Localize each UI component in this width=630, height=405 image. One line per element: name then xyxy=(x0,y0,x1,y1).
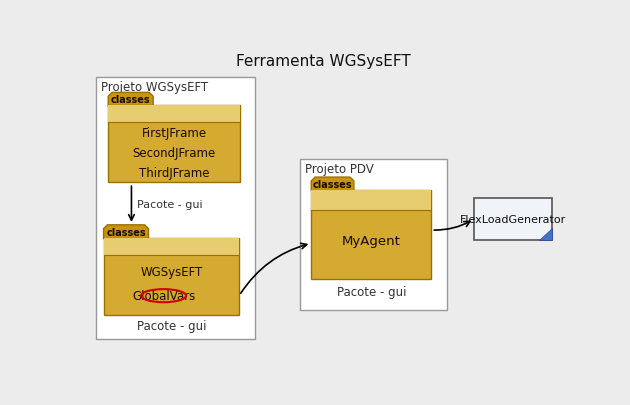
Polygon shape xyxy=(539,228,551,241)
Bar xyxy=(103,238,239,255)
Text: Pacote - gui: Pacote - gui xyxy=(137,200,202,209)
Text: Pacote - gui: Pacote - gui xyxy=(137,320,206,333)
Text: WGSysEFT: WGSysEFT xyxy=(140,266,202,279)
Text: classes: classes xyxy=(106,227,146,237)
Polygon shape xyxy=(108,93,153,107)
Text: FlexLoadGenerator: FlexLoadGenerator xyxy=(460,215,566,224)
Polygon shape xyxy=(311,178,354,192)
Bar xyxy=(311,191,432,279)
Text: Projeto WGSysEFT: Projeto WGSysEFT xyxy=(101,81,209,94)
Text: GlobalVars: GlobalVars xyxy=(132,290,195,303)
Text: Pacote - gui: Pacote - gui xyxy=(336,285,406,298)
Text: classes: classes xyxy=(111,95,151,105)
Polygon shape xyxy=(103,225,149,239)
Bar xyxy=(108,106,240,123)
Bar xyxy=(474,198,551,241)
Text: ThirdJFrame: ThirdJFrame xyxy=(139,166,209,179)
Bar xyxy=(311,191,432,210)
Bar xyxy=(96,78,255,339)
Text: MyAgent: MyAgent xyxy=(342,234,401,247)
Bar xyxy=(108,106,240,183)
Text: classes: classes xyxy=(312,179,352,190)
Bar xyxy=(300,160,447,310)
Bar xyxy=(103,238,239,315)
Text: Ferramenta WGSysEFT: Ferramenta WGSysEFT xyxy=(236,53,410,68)
Text: FirstJFrame: FirstJFrame xyxy=(142,127,207,140)
Text: Projeto PDV: Projeto PDV xyxy=(305,163,374,176)
Text: SecondJFrame: SecondJFrame xyxy=(132,147,215,160)
